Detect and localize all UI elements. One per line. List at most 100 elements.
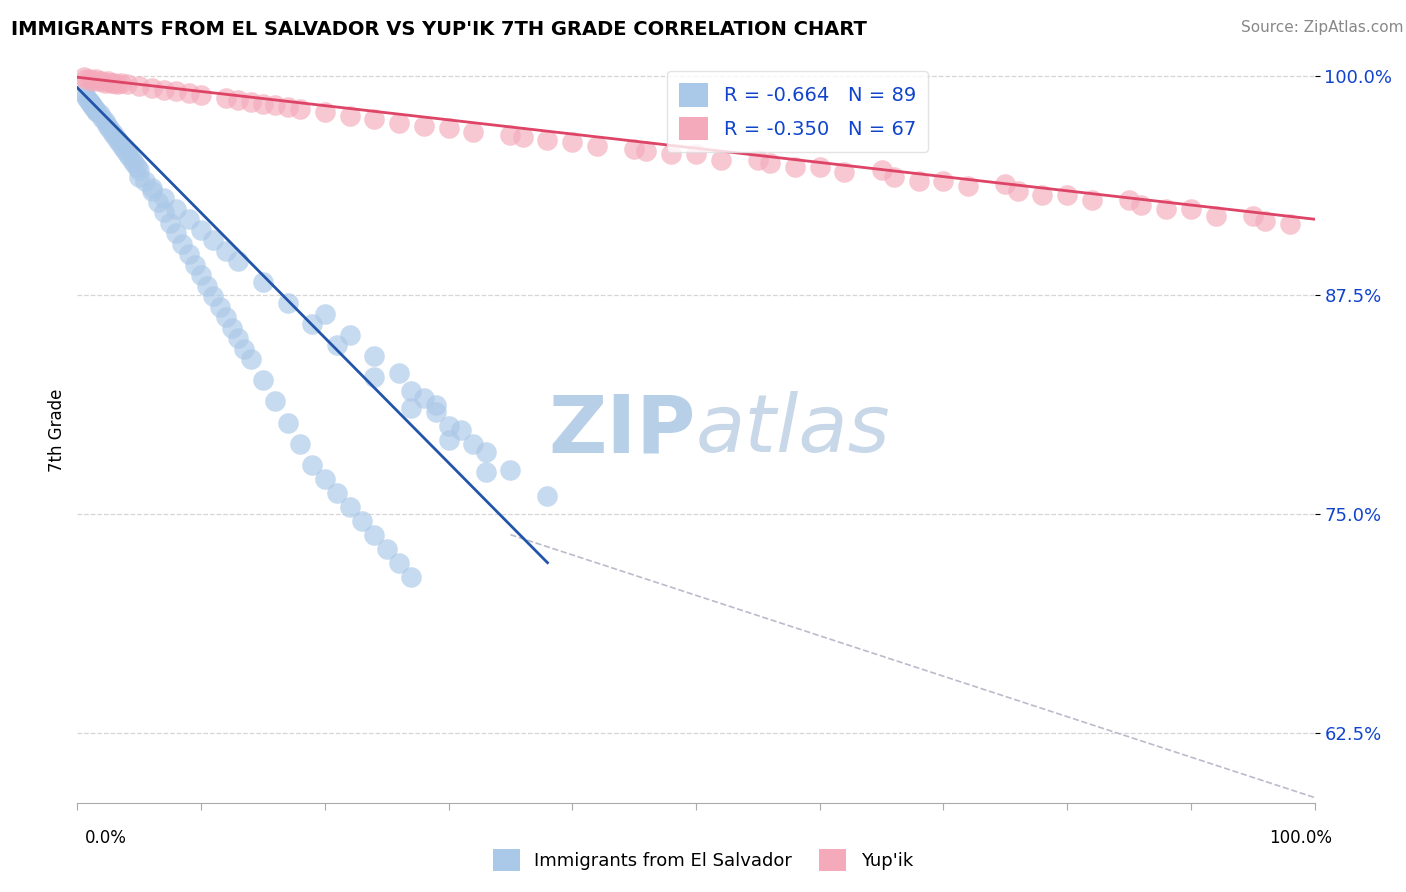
Point	[103, 128, 125, 142]
Point	[75, 89, 97, 103]
Text: 100.0%: 100.0%	[1270, 829, 1331, 847]
Point	[112, 142, 135, 156]
Point	[277, 100, 299, 114]
Point	[91, 111, 114, 125]
Point	[957, 178, 980, 193]
Text: 0.0%: 0.0%	[84, 829, 127, 847]
Point	[1130, 198, 1153, 212]
Point	[437, 433, 460, 447]
Point	[401, 401, 423, 416]
Point	[388, 116, 411, 130]
Point	[233, 342, 256, 356]
Point	[685, 147, 707, 161]
Point	[79, 95, 101, 109]
Point	[499, 128, 522, 142]
Point	[301, 458, 323, 472]
Point	[363, 527, 385, 541]
Point	[463, 436, 485, 450]
Point	[474, 465, 496, 479]
Point	[1031, 187, 1053, 202]
Point	[288, 436, 311, 450]
Point	[72, 86, 94, 100]
Point	[1278, 218, 1301, 232]
Point	[536, 133, 558, 147]
Point	[215, 244, 238, 258]
Point	[314, 105, 336, 120]
Point	[1254, 214, 1277, 228]
Text: atlas: atlas	[696, 392, 891, 469]
Point	[301, 318, 323, 332]
Point	[1154, 202, 1177, 216]
Point	[153, 191, 176, 205]
Point	[339, 327, 361, 342]
Point	[108, 135, 131, 149]
Point	[747, 153, 769, 167]
Point	[165, 226, 187, 240]
Point	[82, 100, 104, 114]
Point	[907, 174, 929, 188]
Point	[870, 163, 893, 178]
Point	[239, 352, 262, 367]
Point	[623, 142, 645, 156]
Point	[190, 87, 212, 102]
Point	[314, 472, 336, 486]
Point	[561, 135, 583, 149]
Point	[1007, 184, 1029, 198]
Legend: Immigrants from El Salvador, Yup'ik: Immigrants from El Salvador, Yup'ik	[485, 842, 921, 879]
Point	[808, 160, 831, 174]
Y-axis label: 7th Grade: 7th Grade	[48, 389, 66, 472]
Point	[215, 310, 238, 325]
Point	[499, 463, 522, 477]
Point	[128, 163, 150, 178]
Point	[883, 170, 905, 185]
Point	[82, 98, 104, 112]
Point	[412, 120, 434, 134]
Point	[128, 170, 150, 185]
Point	[96, 118, 118, 132]
Point	[121, 153, 143, 167]
Point	[100, 76, 122, 90]
Point	[79, 72, 101, 87]
Point	[401, 384, 423, 398]
Point	[1180, 202, 1202, 216]
Point	[153, 82, 176, 96]
Point	[1081, 193, 1104, 207]
Point	[190, 223, 212, 237]
Point	[1241, 209, 1264, 223]
Point	[165, 84, 187, 98]
Point	[388, 367, 411, 381]
Point	[105, 131, 128, 145]
Point	[83, 102, 105, 116]
Text: ZIP: ZIP	[548, 392, 696, 469]
Point	[783, 160, 806, 174]
Point	[659, 147, 682, 161]
Point	[834, 165, 856, 179]
Point	[111, 138, 134, 153]
Point	[208, 300, 231, 314]
Point	[110, 76, 132, 90]
Point	[994, 177, 1017, 191]
Point	[84, 103, 107, 118]
Point	[77, 93, 100, 107]
Point	[172, 236, 194, 251]
Point	[84, 72, 107, 87]
Point	[87, 74, 110, 88]
Point	[141, 184, 163, 198]
Point	[177, 247, 200, 261]
Point	[146, 194, 169, 209]
Point	[1205, 209, 1227, 223]
Point	[115, 77, 138, 91]
Point	[314, 307, 336, 321]
Point	[82, 74, 104, 88]
Point	[339, 500, 361, 514]
Point	[932, 174, 955, 188]
Point	[425, 405, 447, 419]
Point	[141, 80, 163, 95]
Point	[177, 86, 200, 100]
Point	[128, 78, 150, 93]
Point	[450, 423, 472, 437]
Point	[759, 156, 782, 170]
Point	[1056, 187, 1078, 202]
Point	[226, 254, 249, 268]
Text: IMMIGRANTS FROM EL SALVADOR VS YUP'IK 7TH GRADE CORRELATION CHART: IMMIGRANTS FROM EL SALVADOR VS YUP'IK 7T…	[11, 20, 868, 38]
